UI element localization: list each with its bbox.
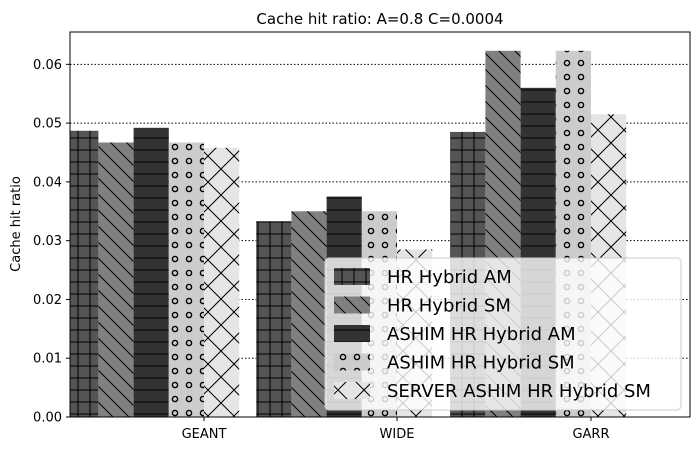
- legend-label: HR Hybrid SM: [387, 296, 511, 317]
- bar-geant-1: [98, 142, 134, 417]
- x-tick-label: WIDE: [380, 427, 415, 442]
- legend-label: ASHIM HR Hybrid AM: [387, 324, 576, 345]
- x-tick-label: GEANT: [182, 427, 227, 442]
- y-tick-label: 0.06: [33, 58, 62, 73]
- y-tick-label: 0.00: [33, 411, 62, 426]
- y-tick-label: 0.03: [33, 234, 62, 249]
- y-tick-label: 0.01: [33, 352, 62, 367]
- x-axis: GEANT WIDE GARR: [182, 417, 610, 442]
- legend-box: [324, 257, 682, 411]
- y-tick-label: 0.02: [33, 293, 62, 308]
- bar-geant-0: [70, 130, 99, 417]
- legend-swatch: [334, 268, 370, 285]
- plot-frame: [69, 31, 691, 418]
- legend: HR Hybrid AM HR Hybrid SM ASHIM HR Hybrid …: [324, 257, 682, 411]
- bar-geant-4: [204, 147, 240, 417]
- y-axis-label: Cache hit ratio: [9, 176, 24, 272]
- legend-label: SERVER ASHIM HR Hybrid SM: [387, 381, 651, 402]
- legend-swatch: [334, 353, 370, 371]
- legend-swatch: [334, 325, 370, 342]
- y-tick-label: 0.05: [33, 117, 62, 132]
- bar-wide-0: [256, 221, 292, 417]
- y-tick-label: 0.04: [33, 175, 62, 190]
- bar-wide-1: [291, 211, 327, 417]
- x-tick-label: GARR: [572, 427, 609, 442]
- bar-geant-3: [168, 142, 204, 417]
- legend-swatch: [334, 382, 370, 399]
- legend-label: ASHIM HR Hybrid SM: [387, 353, 575, 374]
- legend-swatch: [334, 296, 370, 314]
- chart-title: Cache hit ratio: A=0.8 C=0.0004: [256, 10, 503, 28]
- legend-label: HR Hybrid AM: [387, 267, 512, 288]
- bar-geant-2: [133, 127, 169, 417]
- y-axis: 0.00 0.01 0.02 0.03 0.04 0.05 0.06: [33, 58, 70, 426]
